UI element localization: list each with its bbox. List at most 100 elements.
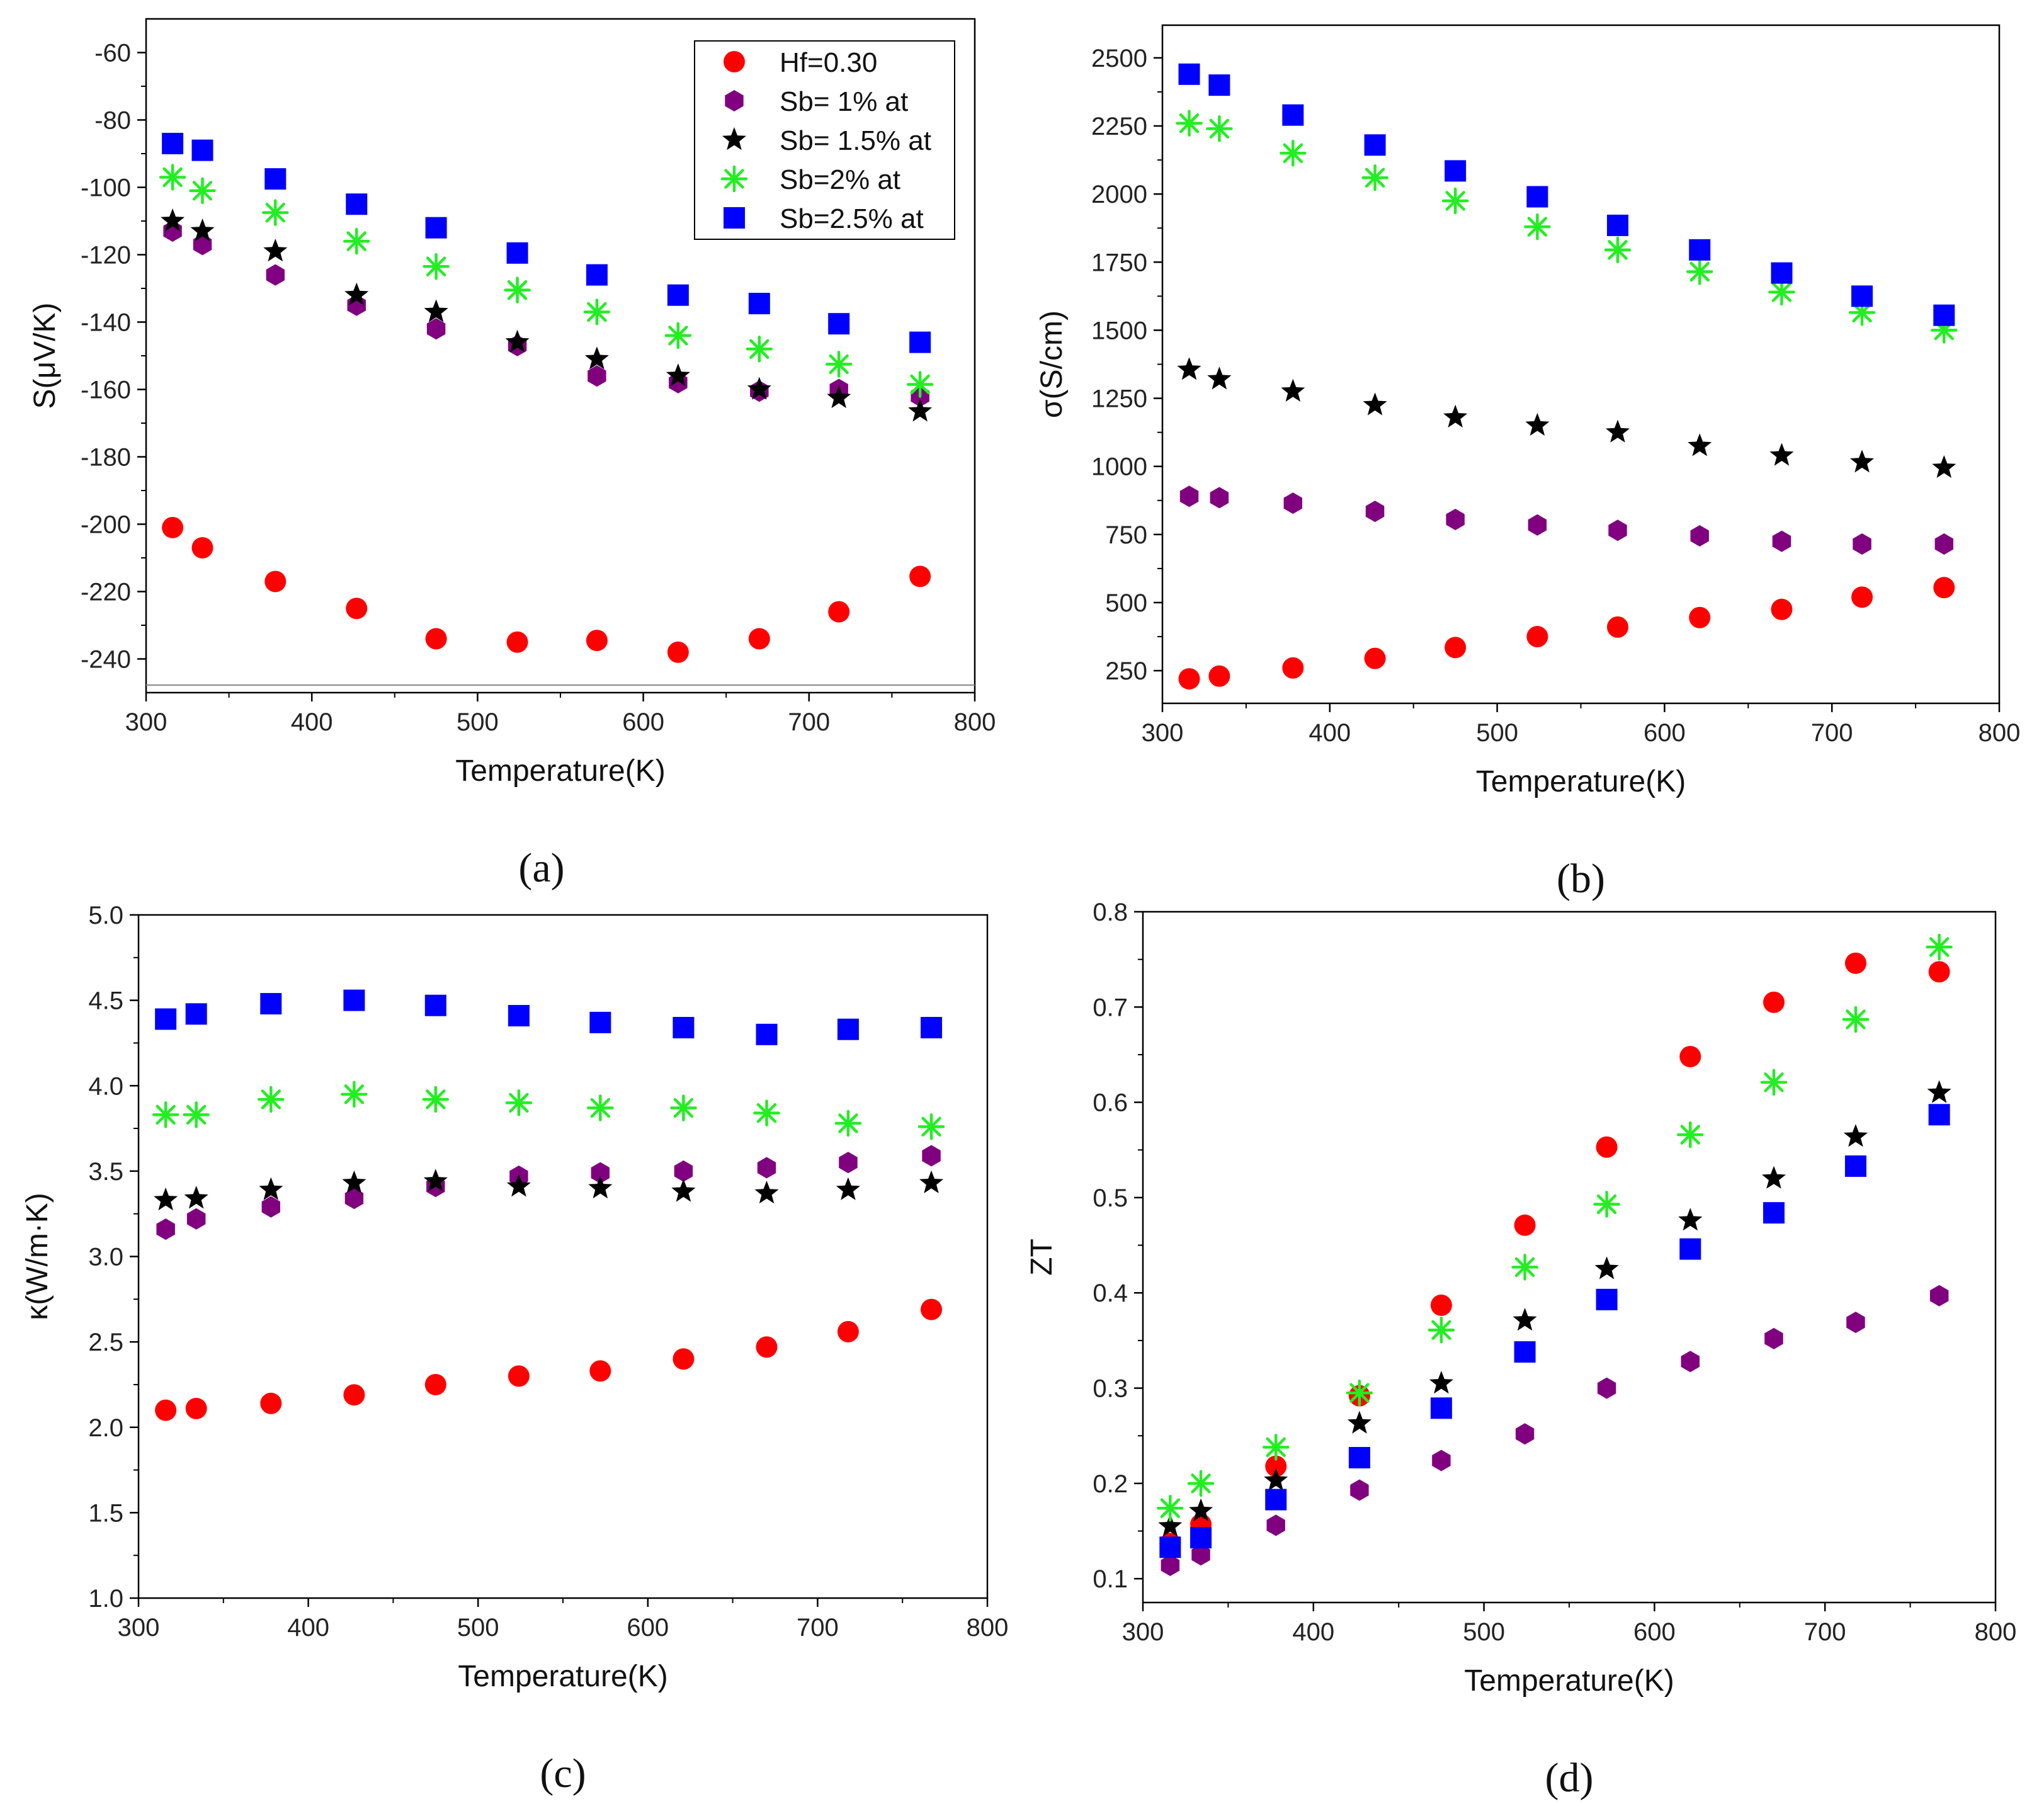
panel-c-plot-frame <box>137 914 989 1599</box>
panel-a-series-4 <box>159 164 934 398</box>
panel-a-point <box>505 329 530 353</box>
panel-d-point <box>1190 1527 1212 1549</box>
panel-d-point <box>1346 1379 1373 1407</box>
panel-d-point <box>1927 1080 1951 1103</box>
panel-c-point <box>186 1208 206 1230</box>
panel-b-point <box>1445 637 1467 659</box>
panel-c-ylabel: κ(W/m·K) <box>21 1193 54 1320</box>
panel-b-point <box>1364 134 1386 156</box>
panel-a-point <box>423 252 450 280</box>
panel-d-point <box>1511 1254 1538 1281</box>
panel-b-point <box>1361 164 1388 191</box>
panel-d-ytick-label: 0.5 <box>1093 1184 1128 1212</box>
panel-b-series-3 <box>1177 357 1956 478</box>
panel-c-point <box>756 1336 778 1358</box>
panel-d-point <box>1187 1470 1215 1497</box>
legend-marker <box>724 207 745 229</box>
panel-d-point <box>1593 1191 1620 1218</box>
panel-c-point <box>917 1113 945 1140</box>
panel-d-point <box>1262 1434 1290 1461</box>
panel-d-point <box>1842 1006 1870 1033</box>
panel-d-point <box>1157 1494 1184 1522</box>
panel-d-point <box>1681 1351 1700 1373</box>
panel-d-point <box>1265 1455 1287 1477</box>
panel-c-point <box>670 1094 697 1121</box>
panel-c-point <box>753 1099 780 1126</box>
panel-d-xtick-label: 300 <box>1122 1618 1164 1646</box>
panel-d-ytick-label: 0.2 <box>1093 1470 1128 1498</box>
panel-d-point <box>1926 933 1953 961</box>
panel-d-series-3 <box>1158 1080 1951 1537</box>
panel-c-series-1 <box>155 1298 943 1421</box>
panel-a-point <box>746 336 773 363</box>
panel-b-point <box>1851 586 1873 608</box>
panel-b-point <box>1606 214 1628 236</box>
panel-a-point <box>827 385 851 409</box>
panel-c-point <box>259 1177 283 1200</box>
panel-a-point <box>909 331 931 353</box>
legend-entry: Hf=0.30 <box>780 47 877 78</box>
panel-b-point <box>1206 115 1233 142</box>
panel-b-plot-frame <box>1161 24 2001 705</box>
panel-d-point <box>1350 1479 1369 1501</box>
panel-a-point <box>747 377 771 400</box>
panel-d-point <box>1761 1166 1786 1189</box>
panel-c-point <box>837 1018 859 1040</box>
panel-b-series-5 <box>1178 63 1955 326</box>
panel-a-point <box>343 227 370 255</box>
panel-c-xtick-label: 800 <box>967 1614 1009 1642</box>
panel-c-ytick-label: 4.5 <box>88 987 123 1015</box>
panel-c-point <box>343 1384 365 1406</box>
panel-b-point <box>1179 485 1199 508</box>
panel-d-xtick-label: 700 <box>1804 1618 1846 1646</box>
panel-a-point <box>828 601 850 623</box>
panel-a-ytick-label: -220 <box>81 579 131 606</box>
panel-b-point <box>1282 657 1304 679</box>
panel-c-xtick-label: 500 <box>457 1614 499 1642</box>
panel-a-point <box>262 199 289 226</box>
panel-b-xtick-label: 300 <box>1142 719 1184 747</box>
panel-b-point <box>1177 357 1201 380</box>
panel-a-point <box>264 570 287 593</box>
panel-a-ytick-label: -60 <box>94 40 131 67</box>
panel-a-legend: Hf=0.30 Sb= 1% at Sb= 1.5% at Sb=2% at Sb=2.… <box>694 40 955 240</box>
panel-b-point <box>1526 626 1548 648</box>
panel-b-point <box>1443 404 1468 428</box>
panel-c-point <box>922 1145 941 1167</box>
panel-a-point <box>346 598 368 620</box>
legend-entry: Sb=2% at <box>780 164 900 195</box>
panel-d-point <box>1161 1555 1180 1576</box>
panel-c-point <box>154 1188 178 1211</box>
panel-c-point <box>754 1181 779 1204</box>
panel-c-label: (c) <box>540 1750 586 1796</box>
panel-d-xtick-label: 800 <box>1975 1618 2017 1646</box>
panel-c-point <box>155 1008 177 1030</box>
panel-c-ytick-label: 2.5 <box>88 1329 123 1356</box>
panel-c-point <box>589 1360 611 1382</box>
panel-d-point <box>1159 1536 1181 1558</box>
panel-c-point <box>837 1320 859 1342</box>
panel-c-ytick-label: 5.0 <box>88 902 123 929</box>
panel-c-point <box>508 1365 530 1387</box>
panel-b-ytick-label: 1250 <box>1091 385 1147 413</box>
panel-c-point <box>839 1152 858 1174</box>
panel-d: 300 400 500 600 700 800 0.1 0.2 0.3 0.4 0.5 0.6 0.7 0… <box>1025 899 2016 1801</box>
panel-d-point <box>1513 1308 1537 1331</box>
panel-c-point <box>342 1170 366 1193</box>
panel-c-point <box>506 1174 531 1197</box>
panel-c-point <box>185 1003 207 1025</box>
panel-b-point <box>1604 236 1632 264</box>
panel-a-point <box>426 318 446 340</box>
panel-a-point <box>586 264 608 286</box>
panel-c-point <box>183 1101 210 1128</box>
panel-d-point <box>1348 1447 1370 1469</box>
panel-b-point <box>1281 378 1305 402</box>
panel-a-label: (a) <box>518 845 564 891</box>
panel-a-series-1 <box>162 516 931 663</box>
panel-c-xtick-label: 400 <box>287 1614 329 1642</box>
panel-b-point <box>1933 304 1955 326</box>
panel-b-point <box>1768 278 1795 306</box>
panel-c-point <box>505 1089 533 1116</box>
panel-a-point <box>506 631 528 653</box>
panel-b-ytick-label: 2250 <box>1091 113 1147 140</box>
